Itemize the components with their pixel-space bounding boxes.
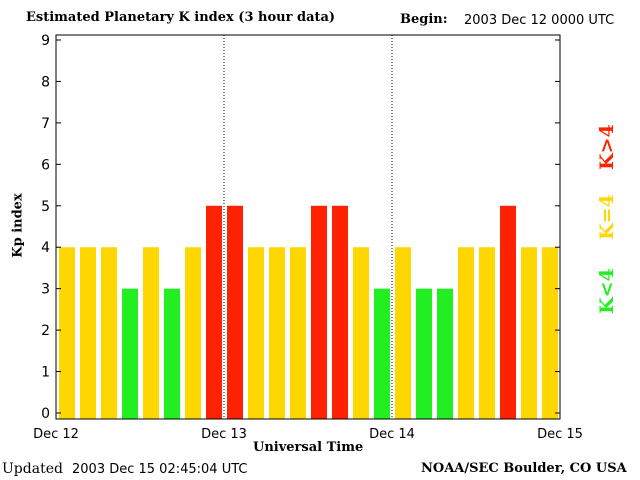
- bar-15: [374, 288, 390, 419]
- y-tick-label: 4: [41, 240, 50, 256]
- updated-label: Updated: [2, 461, 63, 477]
- bar-0: [59, 247, 75, 419]
- x-axis-label: Universal Time: [253, 440, 364, 455]
- bar-4: [143, 247, 159, 419]
- y-tick-label: 7: [41, 116, 50, 132]
- y-tick-label: 0: [41, 406, 50, 422]
- y-tick-label: 1: [41, 365, 50, 381]
- begin-label: Begin:: [400, 12, 448, 27]
- bar-20: [479, 247, 495, 419]
- bar-14: [353, 247, 369, 419]
- source-label: NOAA/SEC Boulder, CO USA: [421, 461, 627, 476]
- bar-17: [416, 288, 432, 419]
- bar-22: [521, 247, 537, 419]
- bar-23: [542, 247, 558, 419]
- bar-3: [122, 288, 138, 419]
- legend-high: K>4: [595, 124, 618, 170]
- legend-low: K<4: [595, 268, 618, 314]
- y-tick-label: 2: [41, 323, 50, 339]
- begin-value: 2003 Dec 12 0000 UTC: [464, 13, 615, 28]
- x-tick-label: Dec 15: [537, 427, 583, 442]
- y-tick-label: 9: [41, 33, 50, 49]
- bar-8: [227, 205, 243, 419]
- x-tick-label: Dec 14: [369, 427, 415, 442]
- y-tick-label: 6: [41, 157, 50, 173]
- x-tick-label: Dec 12: [33, 427, 79, 442]
- y-tick-label: 5: [41, 199, 50, 215]
- bar-16: [395, 247, 411, 419]
- plot-frame: [55, 34, 561, 420]
- bar-5: [164, 288, 180, 419]
- bar-19: [458, 247, 474, 419]
- y-tick-label: 8: [41, 74, 50, 90]
- bar-11: [290, 247, 306, 419]
- bar-13: [332, 205, 348, 419]
- bar-2: [101, 247, 117, 419]
- bar-7: [206, 205, 222, 419]
- y-axis-label: Kp index: [10, 193, 26, 258]
- x-tick-label: Dec 13: [201, 427, 247, 442]
- legend-mid: K=4: [595, 194, 618, 240]
- bar-1: [80, 247, 96, 419]
- bar-9: [248, 247, 264, 419]
- chart-title: Estimated Planetary K index (3 hour data…: [26, 10, 336, 25]
- bar-21: [500, 205, 516, 419]
- y-tick-label: 3: [41, 282, 50, 298]
- bar-10: [269, 247, 285, 419]
- bar-6: [185, 247, 201, 419]
- updated-value: 2003 Dec 15 02:45:04 UTC: [72, 462, 248, 477]
- bar-18: [437, 288, 453, 419]
- bar-12: [311, 205, 327, 419]
